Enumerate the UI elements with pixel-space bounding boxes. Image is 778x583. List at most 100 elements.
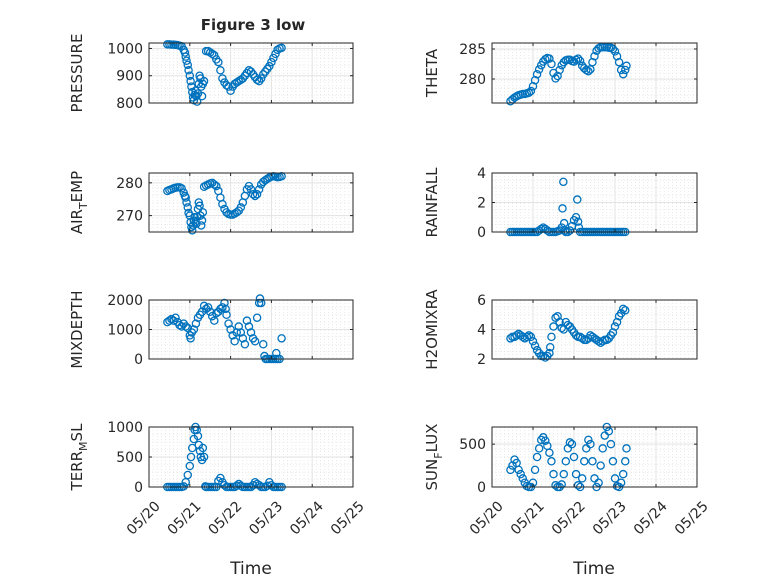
- x-axis-label-left: Time: [229, 559, 272, 579]
- y-axis-label-main: AIR: [68, 209, 86, 234]
- data-point: [196, 221, 206, 230]
- data-point: [180, 48, 190, 57]
- data-point: [216, 66, 225, 75]
- data-point: [210, 316, 219, 325]
- y-tick-label: 2000: [107, 293, 143, 309]
- data-point: [575, 56, 585, 66]
- data-point: [596, 461, 605, 470]
- data-point: [559, 177, 568, 187]
- data-point: [277, 334, 286, 343]
- data-point: [565, 438, 575, 447]
- data-point: [612, 317, 622, 327]
- data-point: [557, 480, 566, 489]
- x-tick-label: 05/24: [631, 498, 671, 538]
- y-axis-label-tail: LUX: [423, 424, 441, 453]
- data-point: [547, 332, 556, 342]
- data-point: [512, 331, 521, 340]
- data-point: [250, 337, 260, 346]
- data-point: [549, 469, 558, 479]
- y-tick-label: 500: [116, 450, 143, 466]
- y-tick-label: 0: [134, 352, 143, 368]
- data-point: [199, 76, 209, 86]
- data-point: [186, 76, 195, 86]
- data-point: [254, 480, 264, 490]
- data-point: [267, 480, 276, 490]
- data-point: [622, 61, 631, 71]
- data-point: [532, 452, 542, 462]
- x-tick-label: 05/25: [672, 498, 712, 538]
- data-point: [594, 337, 603, 346]
- data-point: [543, 226, 552, 235]
- data-point: [616, 478, 626, 487]
- data-point: [269, 53, 278, 63]
- x-tick-label: 05/25: [328, 498, 368, 538]
- data-point: [192, 425, 201, 435]
- data-point: [224, 319, 233, 328]
- data-point: [559, 469, 569, 479]
- y-axis-label: MIXDEPTH: [68, 290, 86, 368]
- axes-box: [491, 42, 698, 104]
- data-point: [526, 86, 536, 96]
- data-point: [551, 481, 560, 490]
- data-point: [198, 208, 208, 217]
- data-point: [184, 66, 193, 75]
- data-point: [258, 339, 268, 349]
- data-point: [222, 310, 231, 319]
- data-point: [171, 313, 180, 322]
- data-point: [210, 51, 219, 60]
- data-point: [606, 439, 616, 449]
- data-point: [220, 480, 229, 490]
- data-point: [545, 348, 554, 358]
- y-tick-label: 1000: [107, 420, 143, 436]
- y-axis-label: SUNFLUX: [423, 424, 445, 491]
- x-tick-label: 05/22: [549, 498, 589, 538]
- data-point: [598, 444, 607, 453]
- data-point: [573, 195, 582, 204]
- data-point: [189, 325, 199, 334]
- data-point: [185, 71, 195, 80]
- data-point: [536, 224, 546, 234]
- data-point: [207, 49, 217, 59]
- x-tick-label: 05/24: [287, 498, 327, 538]
- y-axis-label: THETA: [423, 48, 441, 98]
- y-axis-label-tail: EMP: [68, 171, 86, 202]
- data-point: [254, 185, 264, 194]
- y-tick-label: 0: [477, 225, 486, 241]
- y-axis-label: H2OMIXRA: [423, 289, 441, 370]
- y-tick-label: 280: [459, 72, 486, 88]
- data-point: [179, 482, 188, 491]
- data-point: [265, 61, 274, 71]
- data-point: [608, 44, 618, 54]
- figure-title: Figure 3 low: [201, 16, 306, 34]
- data-point: [577, 334, 587, 343]
- y-tick-label: 800: [116, 96, 143, 112]
- data-point: [192, 97, 202, 106]
- data-point: [541, 436, 550, 445]
- axes-box: [491, 426, 698, 488]
- data-point: [234, 322, 244, 331]
- data-point: [545, 448, 554, 457]
- y-axis-label: RAINFALL: [423, 167, 441, 238]
- data-point: [516, 469, 525, 479]
- data-point: [232, 208, 241, 217]
- data-point: [232, 328, 241, 337]
- data-point: [252, 313, 262, 322]
- y-axis-label-main: TERR: [68, 451, 86, 492]
- data-point: [232, 481, 241, 491]
- data-point: [547, 457, 556, 466]
- axes-box: [148, 42, 354, 104]
- data-point: [528, 337, 538, 346]
- data-point: [621, 457, 630, 466]
- data-point: [220, 298, 229, 308]
- y-tick-label: 1000: [107, 323, 143, 339]
- data-point: [524, 331, 534, 340]
- y-axis-label-subscript: M: [77, 441, 90, 451]
- data-point: [256, 74, 266, 83]
- data-point: [524, 88, 534, 98]
- x-tick-label: 05/21: [508, 498, 548, 538]
- y-tick-label: 0: [477, 480, 486, 496]
- data-point: [518, 332, 528, 342]
- data-point: [230, 337, 239, 346]
